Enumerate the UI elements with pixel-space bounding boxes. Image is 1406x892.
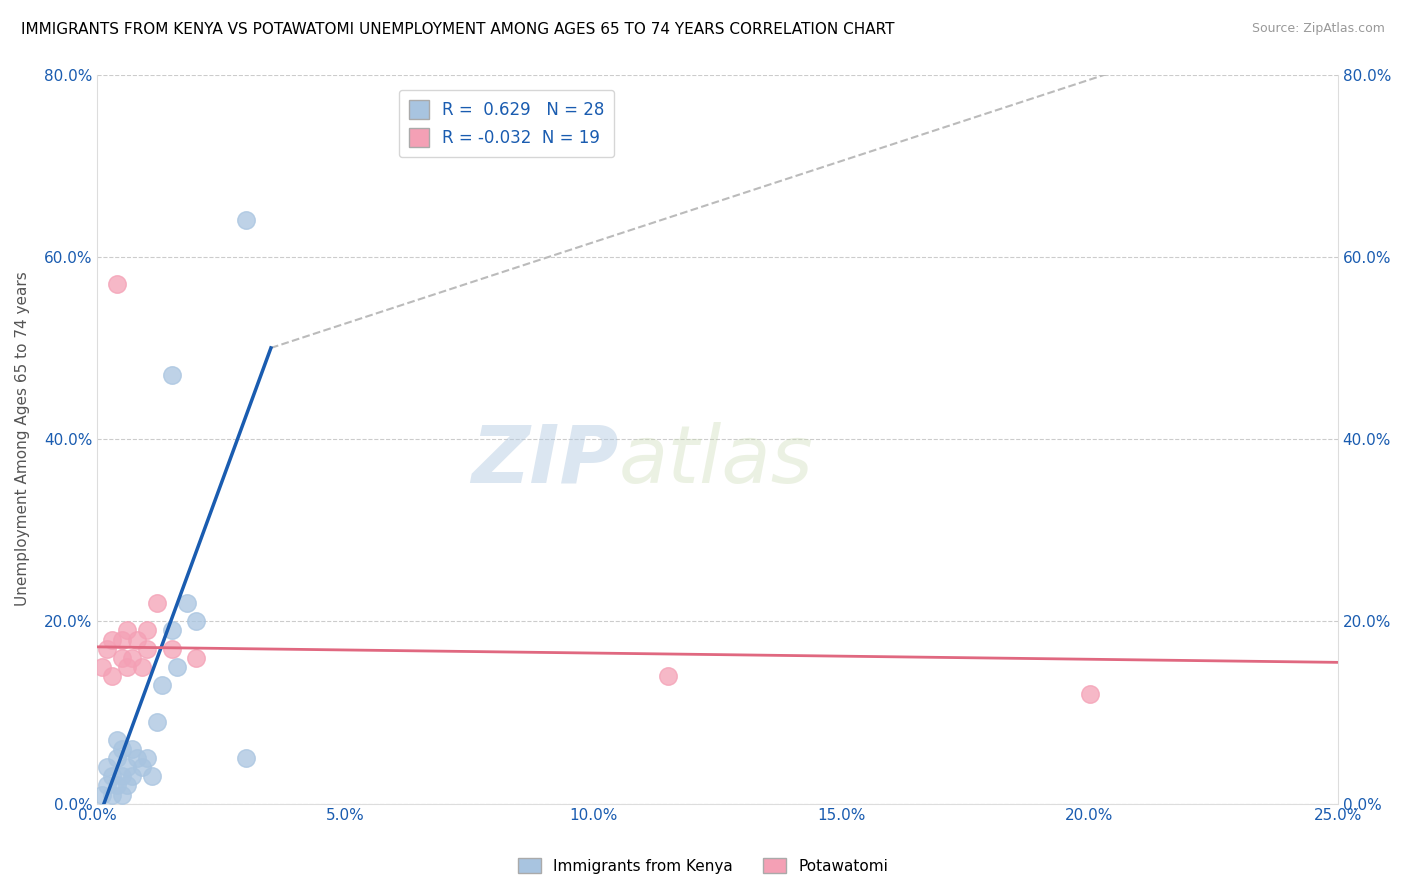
Point xyxy=(91,788,114,802)
Point xyxy=(131,660,153,674)
Point xyxy=(135,641,157,656)
Point xyxy=(101,769,124,783)
Point xyxy=(135,751,157,765)
Point xyxy=(101,632,124,647)
Point xyxy=(115,660,138,674)
Point xyxy=(121,650,143,665)
Point xyxy=(141,769,163,783)
Point xyxy=(1078,687,1101,701)
Point xyxy=(101,788,124,802)
Point xyxy=(121,742,143,756)
Legend: R =  0.629   N = 28, R = -0.032  N = 19: R = 0.629 N = 28, R = -0.032 N = 19 xyxy=(399,90,614,157)
Point xyxy=(111,650,134,665)
Legend: Immigrants from Kenya, Potawatomi: Immigrants from Kenya, Potawatomi xyxy=(512,852,894,880)
Point xyxy=(150,678,173,692)
Point xyxy=(105,751,128,765)
Point xyxy=(96,760,118,774)
Point xyxy=(131,760,153,774)
Point xyxy=(105,277,128,292)
Point xyxy=(111,769,134,783)
Text: atlas: atlas xyxy=(619,422,813,500)
Point xyxy=(115,624,138,638)
Point xyxy=(111,742,134,756)
Point xyxy=(160,624,183,638)
Point xyxy=(235,751,257,765)
Text: IMMIGRANTS FROM KENYA VS POTAWATOMI UNEMPLOYMENT AMONG AGES 65 TO 74 YEARS CORRE: IMMIGRANTS FROM KENYA VS POTAWATOMI UNEM… xyxy=(21,22,894,37)
Text: ZIP: ZIP xyxy=(471,422,619,500)
Point xyxy=(657,669,679,683)
Point xyxy=(96,778,118,792)
Point xyxy=(91,660,114,674)
Point xyxy=(146,714,169,729)
Point xyxy=(105,778,128,792)
Point xyxy=(186,615,208,629)
Point xyxy=(160,368,183,383)
Point xyxy=(186,650,208,665)
Point xyxy=(111,788,134,802)
Point xyxy=(125,751,148,765)
Point xyxy=(96,641,118,656)
Point xyxy=(115,760,138,774)
Point xyxy=(105,732,128,747)
Point xyxy=(166,660,188,674)
Point xyxy=(160,641,183,656)
Point xyxy=(235,213,257,227)
Point xyxy=(111,632,134,647)
Point xyxy=(146,596,169,610)
Point xyxy=(176,596,198,610)
Point xyxy=(135,624,157,638)
Point xyxy=(115,778,138,792)
Point xyxy=(125,632,148,647)
Y-axis label: Unemployment Among Ages 65 to 74 years: Unemployment Among Ages 65 to 74 years xyxy=(15,272,30,607)
Point xyxy=(101,669,124,683)
Point xyxy=(121,769,143,783)
Text: Source: ZipAtlas.com: Source: ZipAtlas.com xyxy=(1251,22,1385,36)
